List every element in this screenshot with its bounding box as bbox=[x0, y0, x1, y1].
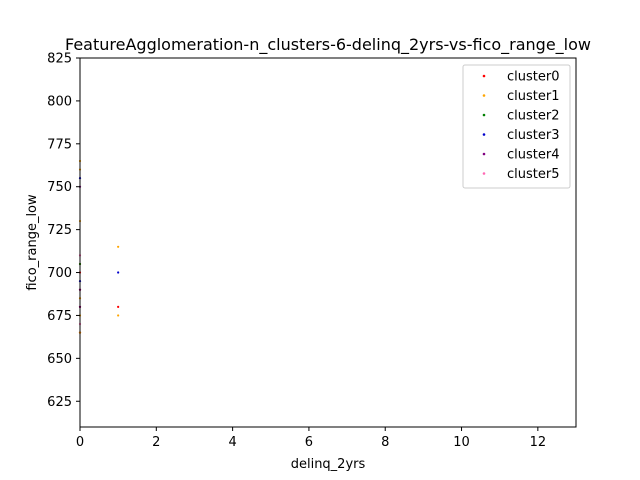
x-axis: 0 2 4 6 8 10 12 bbox=[76, 427, 546, 450]
data-point-cluster1 bbox=[117, 314, 120, 317]
legend-marker-cluster0 bbox=[482, 74, 486, 78]
legend-marker-cluster5 bbox=[482, 172, 486, 175]
y-tick-label: 775 bbox=[47, 137, 72, 152]
y-tick-label: 625 bbox=[47, 395, 72, 410]
legend-label-cluster1: cluster1 bbox=[507, 89, 559, 104]
legend-box bbox=[462, 64, 571, 189]
y-tick-label: 725 bbox=[47, 223, 72, 238]
y-axis: 625 650 675 700 725 750 775 800 825 bbox=[47, 52, 80, 410]
x-tick-label: 0 bbox=[76, 435, 84, 450]
legend-marker-cluster1 bbox=[482, 94, 486, 97]
y-tick-label: 650 bbox=[47, 352, 72, 367]
data-point-cluster1 bbox=[117, 245, 120, 248]
x-tick-label: 6 bbox=[305, 435, 313, 450]
y-axis-label: fico_range_low bbox=[25, 194, 40, 291]
legend-label-cluster3: cluster3 bbox=[507, 128, 559, 143]
legend-label-cluster0: cluster0 bbox=[507, 70, 559, 85]
y-tick-label: 825 bbox=[47, 52, 72, 67]
x-tick-label: 4 bbox=[228, 435, 236, 450]
x-tick-label: 12 bbox=[530, 435, 547, 450]
legend-marker-cluster3 bbox=[482, 133, 486, 136]
y-tick-label: 700 bbox=[47, 266, 72, 281]
data-points bbox=[78, 159, 120, 334]
legend-label-cluster2: cluster2 bbox=[507, 109, 559, 124]
y-tick-label: 800 bbox=[47, 94, 72, 109]
legend: cluster0 cluster1 cluster2 cluster3 cluster4… bbox=[462, 64, 571, 189]
x-tick-label: 8 bbox=[381, 435, 389, 450]
axes-frame bbox=[79, 57, 577, 428]
y-tick-label: 675 bbox=[47, 309, 72, 324]
legend-label-cluster5: cluster5 bbox=[507, 167, 559, 182]
x-tick-label: 10 bbox=[453, 435, 470, 450]
y-tick-label: 750 bbox=[47, 180, 72, 195]
legend-marker-cluster2 bbox=[482, 113, 486, 117]
x-axis-label: delinq_2yrs bbox=[291, 457, 366, 472]
data-point-cluster3 bbox=[117, 271, 120, 274]
data-point-cluster0 bbox=[117, 305, 120, 308]
legend-marker-cluster4 bbox=[482, 152, 486, 156]
legend-label-cluster4: cluster4 bbox=[507, 148, 559, 163]
chart-title: FeatureAgglomeration-n_clusters-6-delinq… bbox=[65, 35, 591, 55]
x-tick-label: 2 bbox=[152, 435, 160, 450]
